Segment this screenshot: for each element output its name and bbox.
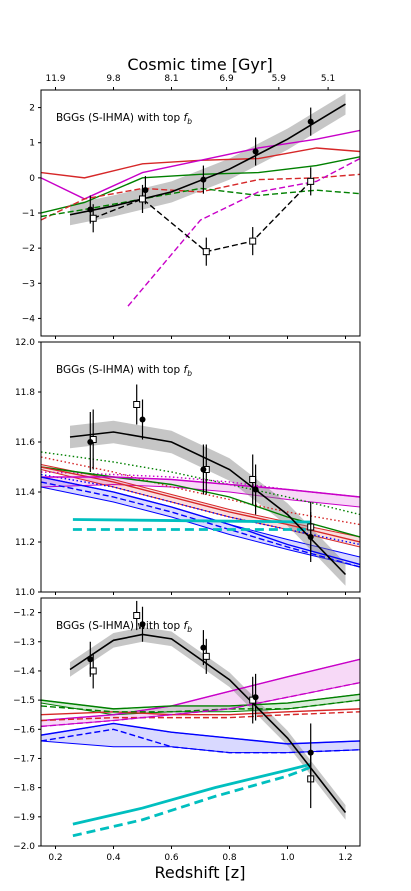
data-point-filled-circle <box>200 466 207 473</box>
data-point-open-square <box>202 248 210 256</box>
series-line-5 <box>127 157 360 307</box>
fit-line <box>69 431 347 576</box>
y-tick-label: −3 <box>22 279 35 289</box>
y-tick-label: −1.4 <box>13 667 35 677</box>
top-axis-tick-label: 5.1 <box>321 74 335 84</box>
data-point-open-square <box>89 667 97 675</box>
series-line-9 <box>41 476 360 498</box>
y-tick-label: −1.9 <box>13 813 35 823</box>
data-point-filled-circle <box>87 439 94 445</box>
series-line-12 <box>72 765 312 838</box>
data-point-filled-circle <box>87 656 94 663</box>
series-line-12 <box>72 518 311 524</box>
y-tick-label: −2.0 <box>13 842 35 852</box>
x-tick-label: 1.0 <box>280 853 295 863</box>
data-point-open-square <box>133 612 141 620</box>
y-tick-label: −1.8 <box>13 784 35 794</box>
data-point-open-square <box>133 401 141 408</box>
series-line-0 <box>41 451 360 516</box>
y-tick-label: −1.7 <box>13 754 35 764</box>
x-tick-label: 0.2 <box>48 853 62 863</box>
y-tick-label: 2 <box>29 104 35 114</box>
y-tick-label: 11.6 <box>15 438 35 448</box>
series-line-4 <box>41 693 360 710</box>
series-band-5 <box>41 463 360 548</box>
y-tick-label: −1.3 <box>13 638 35 648</box>
x-tick-label: 0.8 <box>222 853 237 863</box>
series-line-7 <box>41 466 360 538</box>
series-line-3 <box>41 658 360 722</box>
plot-area <box>41 600 360 838</box>
data-point-open-square <box>202 652 210 660</box>
y-tick-label: −2 <box>22 244 35 254</box>
fit-confidence-band <box>70 93 346 226</box>
panel-frame <box>40 341 361 593</box>
data-point-filled-circle <box>139 621 146 628</box>
data-point-filled-circle <box>200 644 207 651</box>
series-line-3 <box>41 473 360 546</box>
series-line-1 <box>41 456 360 526</box>
y-tick-label: −1.6 <box>13 725 35 735</box>
panel-middle: 11.0 11.2 11.4 11.6 11.8 12.0 BGGs (S-IHMA) wi… <box>15 338 361 598</box>
y-tick-label: 11.2 <box>15 538 35 548</box>
fit-line <box>69 633 347 813</box>
panel-top: −4 −3 −2 −1 0 1 2 11.9 9.8 8.1 6.9 5.9 5.1 BGGs (S-IH… <box>22 74 361 339</box>
series-line-2 <box>41 471 360 498</box>
fit-line <box>69 103 346 216</box>
panel-bottom: −2.0 −1.9 −1.8 −1.7 −1.6 −1.5 −1.4 −1.3 −1.2 0.2 0… <box>13 597 361 863</box>
panel-annotation: BGGs (S-IHMA) with top fb <box>56 620 192 634</box>
series-line-10 <box>41 476 360 566</box>
data-point-filled-circle <box>252 486 259 493</box>
data-point-filled-circle <box>307 534 314 540</box>
data-point-open-square <box>249 237 257 245</box>
data-point-filled-circle <box>252 694 259 701</box>
y-tick-label: 0 <box>29 174 35 184</box>
x-tick-label: 0.4 <box>106 853 121 863</box>
series-line-2 <box>41 156 360 214</box>
fit-confidence-band <box>70 627 346 820</box>
y-tick-label: −4 <box>22 314 36 324</box>
top-axis-tick-label: 8.1 <box>164 74 178 84</box>
data-point-open-square <box>139 195 146 203</box>
y-tick-label: 11.0 <box>15 588 35 598</box>
top-axis-tick-label: 9.8 <box>106 74 121 84</box>
top-axis-label: Cosmic time [Gyr] <box>127 55 272 74</box>
data-point-filled-circle <box>142 187 149 194</box>
plot-area <box>41 384 360 586</box>
y-tick-label: 1 <box>29 139 35 149</box>
panel-annotation: BGGs (S-IHMA) with top fb <box>56 364 192 378</box>
series-line-11 <box>72 762 312 826</box>
x-tick-label: 0.6 <box>164 853 179 863</box>
y-tick-label: 11.4 <box>15 488 35 498</box>
data-point-filled-circle <box>307 749 314 756</box>
y-tick-label: −1 <box>22 209 35 219</box>
series-line-5 <box>41 708 360 716</box>
panel-frame <box>40 597 361 847</box>
series-line-6 <box>41 722 360 745</box>
data-point-filled-circle <box>139 416 146 423</box>
y-tick-label: −1.2 <box>13 609 35 619</box>
series-line-3 <box>41 173 360 221</box>
data-point-filled-circle <box>200 176 207 183</box>
data-point-open-square <box>249 476 257 483</box>
data-point-open-square <box>89 214 97 222</box>
fit-confidence-band <box>70 420 346 586</box>
y-tick-label: −1.5 <box>13 696 35 706</box>
plot-area <box>41 93 360 307</box>
y-tick-label: 12.0 <box>15 338 35 348</box>
top-axis-tick-label: 11.9 <box>45 74 65 84</box>
top-axis-tick-label: 5.9 <box>272 74 287 84</box>
panel-annotation: BGGs (S-IHMA) with top fb <box>56 112 192 126</box>
data-point-filled-circle <box>87 206 94 213</box>
y-tick-label: 11.8 <box>15 388 35 398</box>
data-point-filled-circle <box>307 118 314 125</box>
data-point-open-square <box>307 177 315 185</box>
series-line-10 <box>41 728 360 754</box>
data-point-filled-circle <box>252 148 259 155</box>
top-axis-tick-label: 6.9 <box>219 74 234 84</box>
x-axis-label: Redshift [z] <box>155 863 246 882</box>
x-tick-label: 1.2 <box>338 853 352 863</box>
